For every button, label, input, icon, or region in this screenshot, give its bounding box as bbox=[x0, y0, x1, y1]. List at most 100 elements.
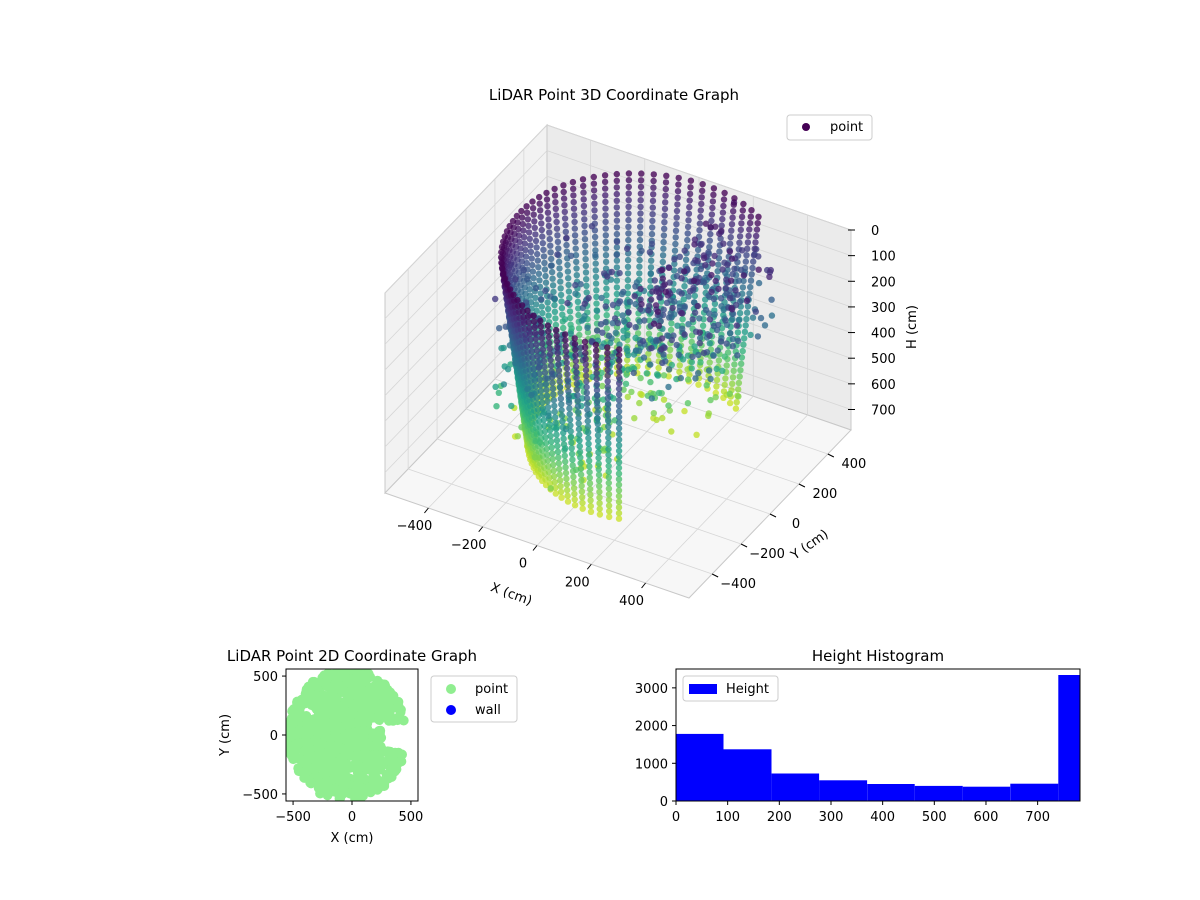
lidar-point-3d bbox=[579, 499, 586, 507]
lidar-point-3d bbox=[615, 453, 623, 460]
chart-2d-points bbox=[286, 669, 409, 801]
lidar-point-3d bbox=[718, 303, 725, 310]
lidar-point-3d bbox=[615, 397, 623, 404]
lidar-point-3d bbox=[706, 359, 713, 366]
lidar-point-3d bbox=[746, 219, 754, 227]
lidar-point-3d bbox=[645, 350, 652, 357]
lidar-point-3d bbox=[562, 342, 569, 349]
lidar-point-3d bbox=[636, 399, 643, 407]
lidar-point-3d bbox=[634, 330, 642, 337]
lidar-point-3d bbox=[697, 241, 704, 248]
lidar-point-3d bbox=[540, 411, 547, 418]
lidar-point-3d bbox=[606, 508, 613, 515]
lidar-point-3d bbox=[563, 475, 570, 482]
lidar-point-3d bbox=[605, 332, 613, 339]
lidar-point-3d bbox=[659, 266, 666, 274]
lidar-point-3d bbox=[637, 190, 645, 197]
lidar-point-3d bbox=[613, 264, 621, 271]
lidar-point-3d bbox=[647, 378, 654, 386]
lidar-point-3d bbox=[728, 221, 736, 228]
histogram-legend-swatch bbox=[689, 684, 717, 694]
lidar-point-3d bbox=[521, 240, 528, 247]
lidar-point-2d bbox=[345, 761, 356, 772]
lidar-point-3d bbox=[575, 325, 583, 332]
lidar-point-3d bbox=[717, 295, 725, 302]
lidar-point-2d bbox=[360, 690, 371, 701]
lidar-point-3d bbox=[556, 471, 563, 478]
lidar-point-3d bbox=[598, 294, 605, 302]
lidar-point-2d bbox=[333, 713, 344, 724]
lidar-point-3d bbox=[570, 192, 577, 199]
lidar-point-3d bbox=[583, 389, 590, 396]
lidar-point-3d bbox=[572, 352, 579, 359]
lidar-point-3d bbox=[697, 213, 704, 221]
lidar-point-3d bbox=[538, 226, 545, 234]
lidar-point-2d bbox=[286, 720, 296, 731]
lidar-point-3d bbox=[555, 361, 562, 368]
lidar-point-3d bbox=[613, 204, 620, 211]
chart-2d-title: LiDAR Point 2D Coordinate Graph bbox=[227, 647, 477, 665]
y-tick-label-3d: 400 bbox=[841, 457, 866, 472]
lidar-point-3d bbox=[637, 374, 644, 382]
lidar-point-2d bbox=[320, 722, 331, 733]
lidar-point-3d bbox=[744, 303, 752, 310]
lidar-point-3d bbox=[575, 311, 582, 319]
lidar-point-3d bbox=[562, 458, 569, 465]
lidar-point-3d bbox=[743, 252, 750, 259]
x-tick-3d bbox=[424, 507, 429, 514]
lidar-point-3d bbox=[595, 443, 602, 450]
lidar-point-3d bbox=[615, 430, 623, 438]
lidar-point-3d bbox=[689, 316, 696, 323]
lidar-point-3d bbox=[548, 268, 556, 276]
lidar-point-3d bbox=[711, 300, 719, 307]
lidar-point-3d bbox=[592, 240, 599, 247]
lidar-point-3d bbox=[519, 308, 526, 315]
lidar-point-3d bbox=[604, 344, 611, 351]
lidar-point-3d bbox=[498, 345, 505, 352]
lidar-point-3d bbox=[748, 271, 755, 278]
lidar-point-3d bbox=[586, 468, 593, 476]
lidar-point-3d bbox=[731, 195, 738, 202]
lidar-point-3d bbox=[552, 326, 560, 334]
lidar-point-3d bbox=[575, 425, 583, 433]
histogram-legend-label: Height bbox=[726, 682, 769, 697]
lidar-point-3d bbox=[576, 448, 584, 456]
lidar-point-3d bbox=[568, 439, 575, 446]
chart-3d-legend-marker bbox=[802, 123, 810, 131]
lidar-point-3d bbox=[614, 319, 622, 327]
lidar-point-3d bbox=[666, 279, 673, 286]
lidar-point-3d bbox=[504, 280, 511, 288]
lidar-point-3d bbox=[645, 330, 653, 337]
lidar-point-3d bbox=[661, 219, 668, 226]
lidar-point-3d bbox=[527, 248, 535, 256]
lidar-point-3d bbox=[684, 230, 691, 237]
lidar-point-3d bbox=[582, 344, 589, 351]
lidar-point-3d bbox=[542, 279, 550, 286]
histogram-frame bbox=[675, 668, 1081, 802]
lidar-point-3d bbox=[660, 396, 668, 403]
lidar-point-3d bbox=[544, 457, 551, 464]
lidar-point-3d bbox=[676, 253, 683, 260]
lidar-point-3d bbox=[563, 481, 570, 488]
lidar-point-3d bbox=[660, 306, 667, 313]
lidar-point-3d bbox=[743, 297, 751, 304]
lidar-point-3d bbox=[613, 238, 621, 245]
lidar-point-3d bbox=[674, 322, 681, 329]
lidar-point-3d bbox=[650, 320, 658, 327]
hist-x-tick-label: 100 bbox=[715, 810, 740, 825]
lidar-point-3d bbox=[593, 300, 600, 307]
lidar-point-3d bbox=[569, 467, 577, 475]
lidar-point-3d bbox=[652, 302, 660, 309]
lidar-point-3d bbox=[727, 277, 735, 284]
lidar-point-3d bbox=[739, 207, 746, 214]
lidar-point-3d bbox=[687, 184, 694, 191]
lidar-point-3d bbox=[697, 334, 704, 342]
lidar-point-3d bbox=[637, 285, 644, 293]
lidar-point-3d bbox=[698, 194, 705, 201]
lidar-point-3d bbox=[548, 255, 555, 263]
lidar-point-3d bbox=[555, 245, 562, 252]
lidar-point-3d bbox=[571, 340, 579, 348]
lidar-point-3d bbox=[676, 362, 683, 369]
lidar-point-3d bbox=[615, 515, 623, 522]
lidar-point-3d bbox=[604, 412, 612, 419]
